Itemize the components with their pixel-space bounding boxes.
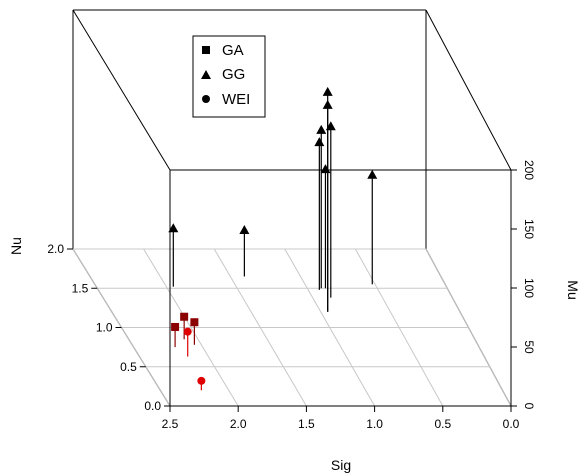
data-point-ga (190, 318, 199, 345)
z-axis-title: Mu (565, 280, 581, 299)
z-tick-label: 50 (522, 340, 536, 354)
axis-ticks: 2.5 2.0 1.5 1.0 0.5 0.0 0.0 0.5 1.0 1.5 2.0 0 50 100 1… (47, 160, 536, 431)
box-edge (425, 9, 512, 171)
triangle-marker (325, 121, 336, 131)
x-axis-title: Sig (331, 457, 351, 473)
square-marker (180, 312, 189, 321)
z-tick-label: 200 (522, 160, 536, 180)
data-point-wei (183, 327, 192, 357)
legend-label-wei: WEI (222, 91, 250, 108)
floor-grid (72, 248, 512, 407)
square-marker-icon (202, 46, 210, 54)
y-tick-label: 0.5 (120, 360, 137, 374)
data-point-gg (322, 99, 333, 312)
triangle-marker (314, 137, 325, 147)
triangle-marker (322, 99, 333, 109)
triangle-marker-icon (201, 70, 211, 79)
legend-label-ga: GA (222, 42, 244, 59)
back-box (72, 9, 512, 407)
y-tick-label: 1.0 (96, 321, 113, 335)
x-tick-label: 2.0 (230, 417, 247, 431)
triangle-marker (320, 164, 331, 174)
y-tick-label: 1.5 (72, 281, 89, 295)
y-tick-label: 2.0 (47, 242, 64, 256)
data-point-gg (325, 121, 336, 298)
x-tick-label: 0.5 (434, 417, 451, 431)
data-point-wei (197, 376, 206, 391)
data-point-gg (314, 137, 325, 290)
y-tick-label: 0.0 (144, 399, 161, 413)
square-marker (190, 318, 199, 327)
x-tick-label: 0.0 (503, 417, 520, 431)
x-tick-label: 2.5 (162, 417, 179, 431)
box-edge (72, 9, 171, 171)
z-tick-label: 100 (522, 278, 536, 298)
circle-marker (183, 327, 192, 336)
triangle-marker (239, 224, 250, 234)
data-point-ga (171, 322, 180, 348)
data-point-gg (367, 169, 378, 285)
z-tick-label: 0 (522, 403, 536, 410)
triangle-marker (367, 169, 378, 179)
legend-entry-wei: WEI (202, 91, 250, 108)
data-point-ga (180, 312, 189, 340)
legend-entry-ga: GA (202, 42, 244, 59)
data-point-gg (168, 223, 179, 287)
data-point-gg (316, 124, 327, 289)
data-marks (168, 86, 378, 391)
z-tick-label: 150 (522, 219, 536, 239)
y-axis-title: Nu (8, 237, 24, 255)
x-tick-label: 1.5 (298, 417, 315, 431)
x-tick-label: 1.0 (366, 417, 383, 431)
circle-marker-icon (202, 95, 210, 103)
triangle-marker (322, 86, 333, 96)
triangle-marker (316, 124, 327, 134)
data-point-gg (239, 224, 250, 277)
legend: GA GG WEI (192, 35, 266, 118)
data-point-gg (320, 164, 331, 289)
legend-label-gg: GG (222, 66, 245, 83)
legend-entry-gg: GG (201, 66, 245, 83)
circle-marker (197, 376, 206, 385)
triangle-marker (168, 223, 179, 233)
square-marker (171, 322, 180, 331)
